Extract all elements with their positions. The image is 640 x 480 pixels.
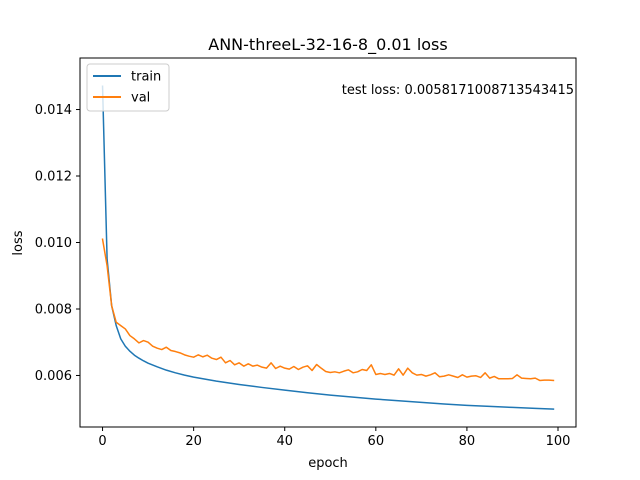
x-tick-label: 0 (98, 434, 106, 449)
legend-label-train: train (131, 70, 161, 85)
x-axis-label: epoch (308, 456, 348, 471)
y-axis-ticks: 0.006 0.008 0.010 0.012 0.014 (35, 103, 80, 384)
plot-area: 0 20 40 60 80 100 0.006 0.008 0.010 0.012 0.014 (35, 57, 577, 449)
test-loss-annotation: test loss: 0.0058171008713543415 (342, 83, 574, 98)
x-axis-ticks: 0 20 40 60 80 100 (98, 427, 570, 449)
x-tick-label: 100 (546, 434, 571, 449)
series-line-train (101, 85, 555, 410)
series-layer (101, 85, 555, 410)
x-tick-label: 20 (185, 434, 202, 449)
chart-title: ANN-threeL-32-16-8_0.01 loss (208, 35, 447, 55)
y-tick-label: 0.014 (35, 103, 72, 118)
y-axis-label: loss (11, 230, 26, 255)
legend: train val (86, 63, 170, 112)
x-tick-label: 80 (459, 434, 476, 449)
y-tick-label: 0.006 (35, 369, 72, 384)
y-tick-label: 0.012 (35, 170, 72, 185)
series-line-val (101, 238, 555, 382)
x-tick-label: 40 (276, 434, 293, 449)
y-tick-label: 0.008 (35, 302, 72, 317)
y-tick-label: 0.010 (35, 236, 72, 251)
x-tick-label: 60 (368, 434, 385, 449)
legend-label-val: val (131, 91, 150, 106)
